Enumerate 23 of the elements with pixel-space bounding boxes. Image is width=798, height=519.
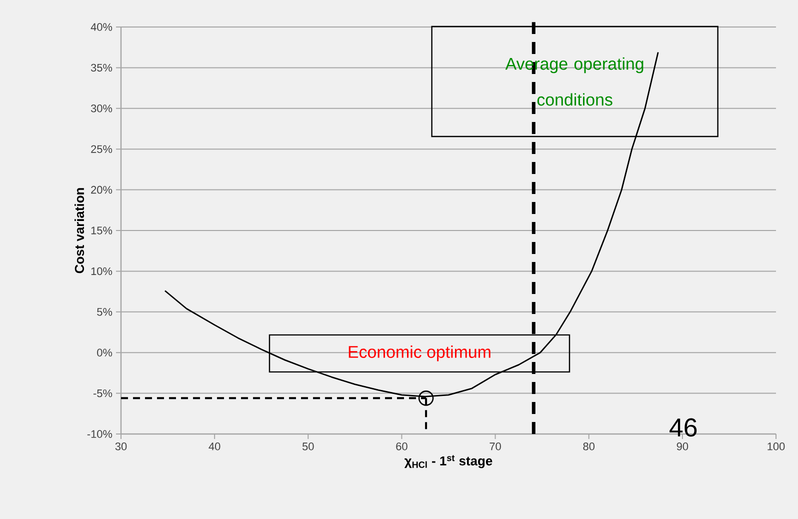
y-tick-label: 0% xyxy=(97,348,112,356)
y-tick-label: -5% xyxy=(93,389,112,398)
y-tick-label: 10% xyxy=(91,267,112,276)
y-tick-label: 20% xyxy=(91,186,112,194)
y-tick-label: 15% xyxy=(91,226,112,234)
y-axis-title: Cost variation xyxy=(74,188,84,274)
y-tick-label: 25% xyxy=(91,145,112,153)
x-tick-label: 30 xyxy=(115,442,127,450)
x-tick-label: 60 xyxy=(396,442,408,450)
x-tick-label: 100 xyxy=(768,442,785,450)
x-tick-label: 40 xyxy=(208,442,220,450)
annotation: 46 xyxy=(670,418,697,437)
x-tick-label: 70 xyxy=(490,442,501,450)
annotation: Economic optimum xyxy=(348,346,490,362)
y-tick-label: -10% xyxy=(87,430,112,438)
x-tick-label: 90 xyxy=(676,442,688,450)
y-tick-label: 30% xyxy=(90,104,112,112)
x-tick-label: 80 xyxy=(583,442,595,450)
y-tick-label: 40% xyxy=(90,23,112,31)
y-tick-label: 5% xyxy=(97,308,112,316)
x-axis-title: χ$_{HCl}$ - 1$^{st}$ stage xyxy=(404,455,492,468)
x-tick-label: 50 xyxy=(302,442,314,450)
y-tick-label: 35% xyxy=(90,64,112,72)
